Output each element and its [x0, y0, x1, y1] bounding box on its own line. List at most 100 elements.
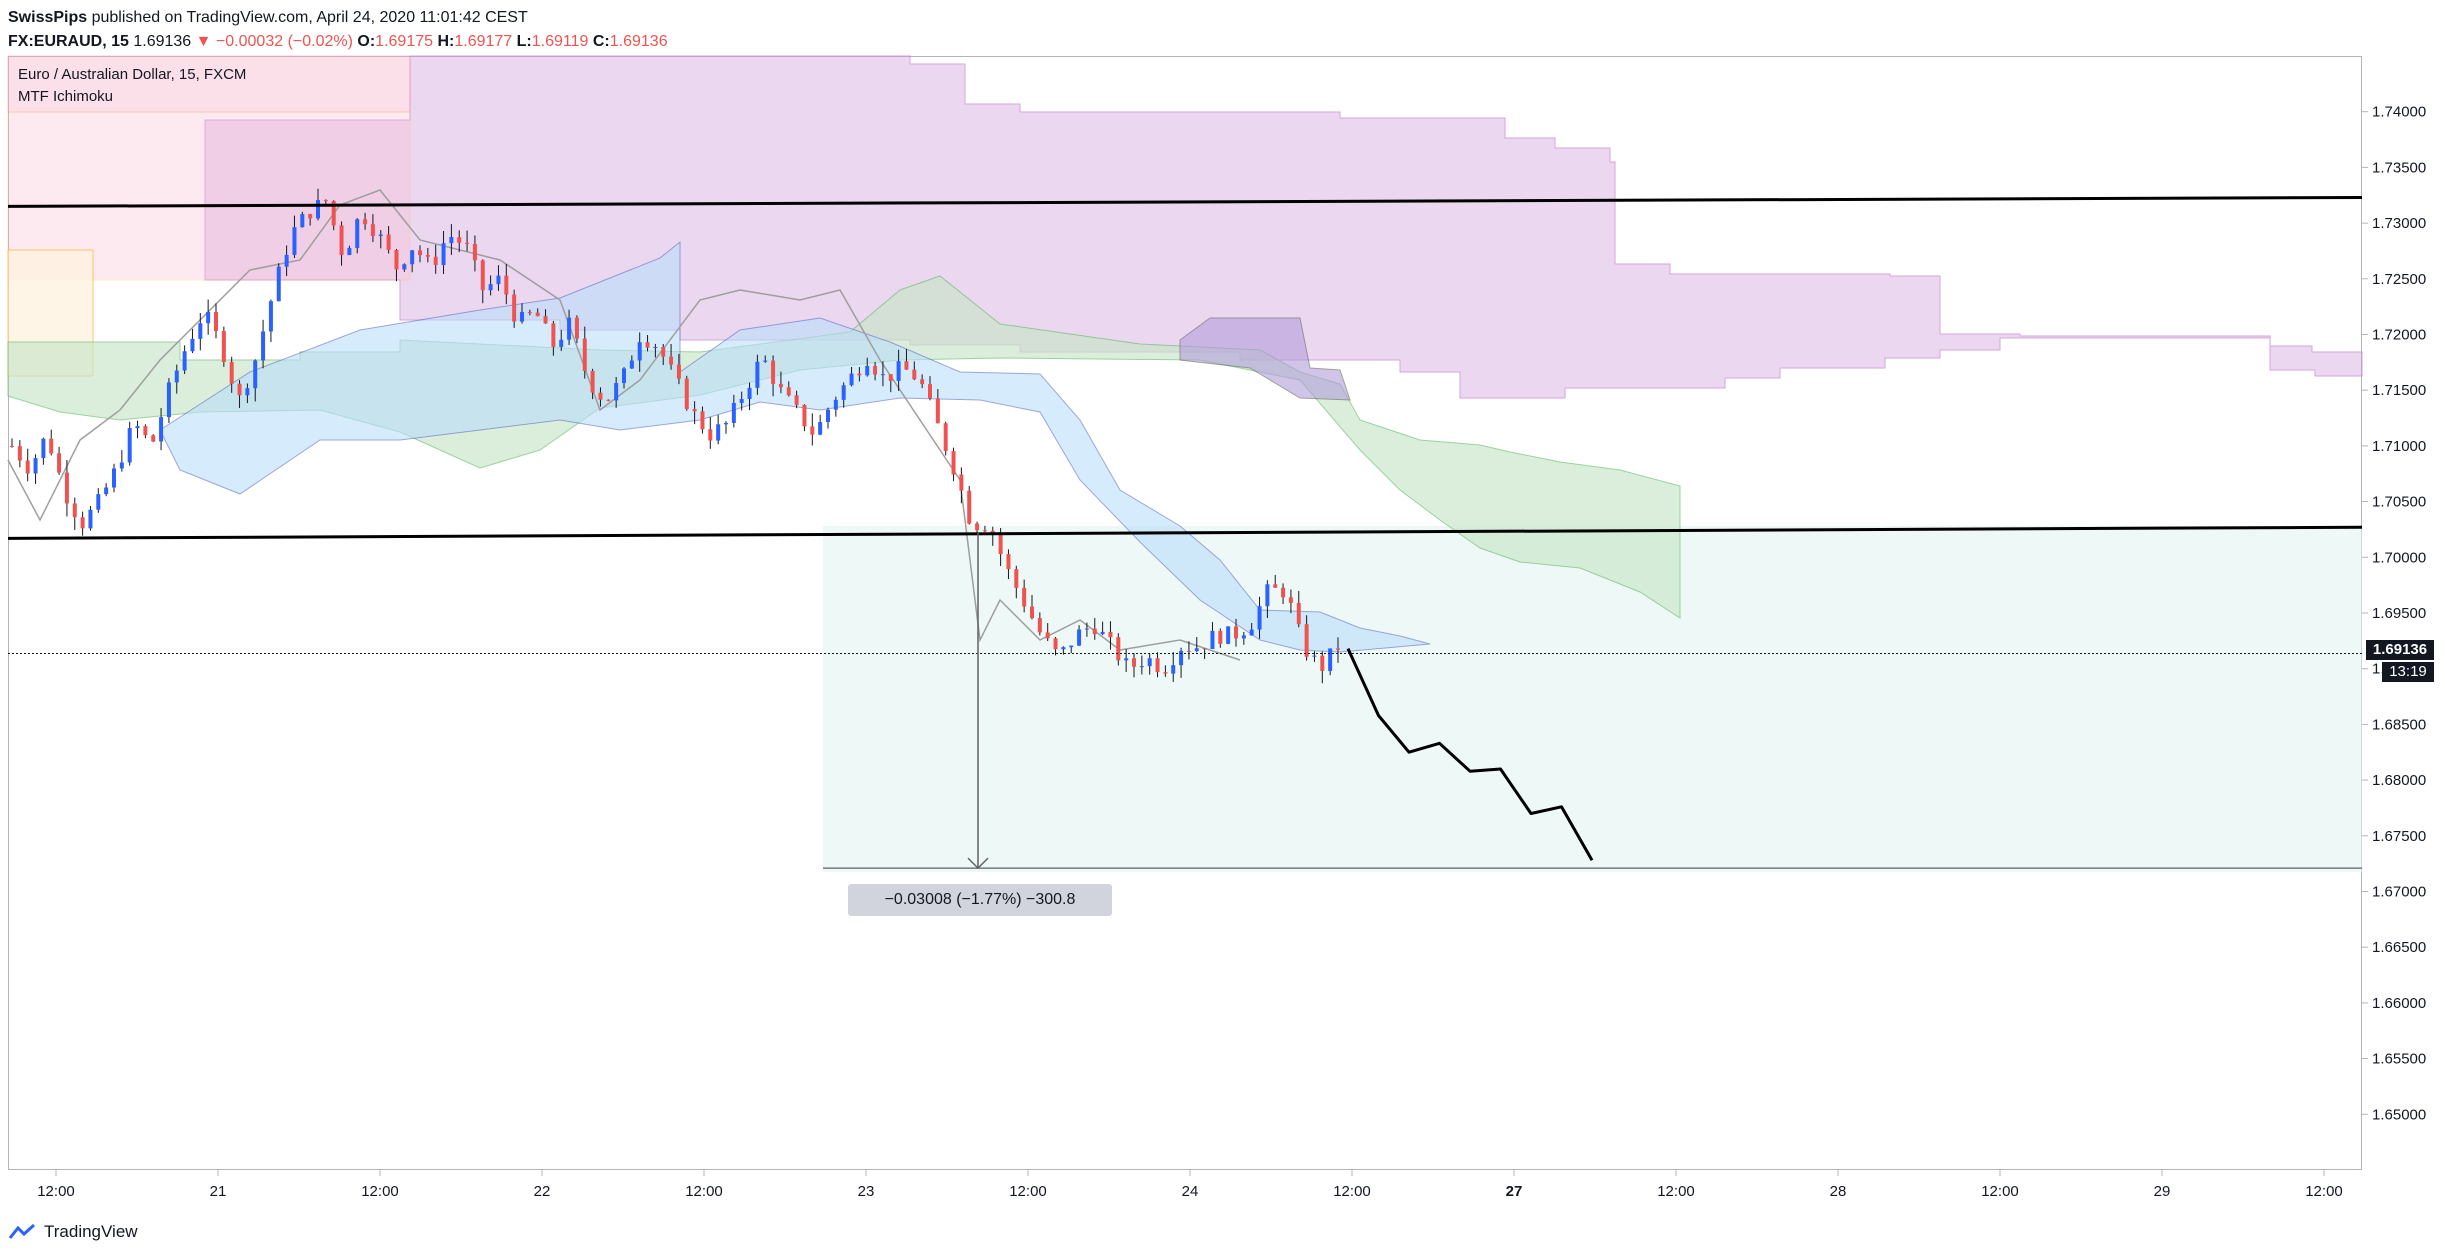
candle-body	[1100, 631, 1105, 635]
candle-body	[378, 234, 383, 237]
candle-body	[33, 458, 38, 474]
candle-body	[433, 256, 438, 265]
candle-body	[1116, 637, 1121, 661]
candle-body	[520, 312, 524, 322]
legend-indicator[interactable]: MTF Ichimoku	[18, 88, 114, 105]
candle-body	[1328, 648, 1333, 671]
candle-body	[237, 383, 242, 396]
candle-body	[1077, 629, 1082, 646]
candle-body	[331, 201, 336, 226]
resistance-trendline[interactable]	[7, 195, 2363, 208]
candle-body	[849, 373, 854, 386]
candle-body	[1304, 624, 1309, 657]
candle-body	[880, 374, 885, 376]
time-tick-label: 21	[210, 1183, 227, 1200]
candle-body	[582, 338, 587, 371]
time-tick-label: 12:00	[1009, 1183, 1047, 1200]
time-tick-label: 24	[1182, 1183, 1199, 1200]
candle-body	[1037, 617, 1042, 633]
candle-body	[1030, 606, 1034, 618]
candle-body	[112, 468, 116, 488]
support-trendline[interactable]	[7, 525, 2363, 540]
price-tick-label: 1.72000	[2372, 327, 2426, 344]
close-value: 1.69136	[609, 33, 668, 50]
candle-body	[888, 374, 893, 381]
candle-body	[1288, 597, 1293, 603]
candle-body	[1186, 650, 1191, 652]
candle-body	[951, 451, 956, 475]
projected-path[interactable]	[1346, 647, 1594, 862]
time-tick-label: 28	[1830, 1183, 1847, 1200]
candle-body	[676, 364, 681, 379]
candle-body	[402, 264, 407, 270]
candle-body	[386, 234, 391, 250]
candle-body	[802, 404, 807, 427]
candle-body	[865, 366, 870, 376]
candle-body	[127, 428, 132, 463]
cloud-pink-box	[7, 55, 411, 113]
candle-body	[1179, 650, 1184, 666]
candle-body	[308, 214, 313, 219]
candle-body	[119, 462, 124, 469]
time-tick-label: 22	[534, 1183, 551, 1200]
footer-brand: TradingView	[44, 1222, 138, 1241]
price-tick-label: 1.68500	[2372, 716, 2426, 733]
candle-body	[488, 284, 493, 291]
time-tick-label: 12:00	[361, 1183, 399, 1200]
candle-body	[221, 330, 226, 363]
time-axis[interactable]: 12:00 21 12:00 22 12:00 23 12:00 24 12:00 27 12:00…	[37, 1170, 2343, 1200]
time-tick-label: 12:00	[1333, 1183, 1371, 1200]
candle-body	[920, 379, 925, 385]
candle-body	[661, 347, 666, 357]
candle-body	[637, 342, 642, 361]
candle-body	[763, 360, 768, 362]
candle-body	[512, 294, 517, 322]
candle-body	[347, 247, 352, 256]
candle-body	[1163, 672, 1168, 674]
chart-header: SwissPips published on TradingView.com, …	[8, 6, 668, 54]
candle-body	[731, 402, 736, 423]
cloud-grey	[1179, 317, 1351, 401]
candle-body	[1069, 645, 1074, 648]
time-tick-label: 27	[1506, 1183, 1523, 1200]
candle-body	[151, 435, 156, 442]
candle-body	[543, 316, 548, 324]
candle-body	[284, 254, 289, 267]
symbol-label[interactable]: FX:EURAUD, 15	[8, 33, 129, 50]
candle-body	[535, 312, 540, 317]
candle-body	[441, 243, 446, 265]
change-value: ▼ −0.00032 (−0.02%)	[195, 33, 353, 50]
candle-body	[363, 219, 368, 225]
candle-body	[1084, 628, 1089, 630]
candle-body	[606, 399, 611, 401]
candle-body	[1022, 587, 1027, 607]
candle-body	[457, 237, 462, 243]
candle-body	[1320, 655, 1325, 671]
candle-body	[1234, 626, 1238, 639]
candle-body	[1155, 658, 1160, 673]
candle-body	[771, 360, 776, 384]
price-tick-label: 1.67000	[2372, 884, 2426, 901]
candle-body	[410, 250, 415, 265]
price-tick-label: 1.71000	[2372, 438, 2426, 455]
candle-body	[198, 323, 203, 339]
time-tick-label: 12:00	[1657, 1183, 1695, 1200]
price-tick-label: 1.66500	[2372, 939, 2426, 956]
lagging-span	[7, 189, 1241, 661]
candle-body	[1241, 635, 1246, 639]
open-value: 1.69175	[375, 33, 434, 50]
candle-body	[645, 342, 650, 348]
tradingview-footer[interactable]: TradingView	[8, 1222, 138, 1242]
candle-body	[959, 474, 964, 491]
candle-body	[943, 423, 948, 452]
candle-body	[857, 373, 862, 376]
author-name[interactable]: SwissPips	[8, 9, 88, 26]
price-axis[interactable]: 1.74000 1.73500 1.73000 1.72500 1.72000 1.715…	[2362, 104, 2426, 1124]
candle-body	[1249, 629, 1254, 636]
candle-body	[143, 426, 148, 436]
chart-legend: Euro / Australian Dollar, 15, FXCM MTF I…	[18, 64, 246, 108]
candle-body	[496, 275, 501, 285]
legend-title: Euro / Australian Dollar, 15, FXCM	[18, 66, 247, 83]
candle-body	[841, 385, 846, 400]
